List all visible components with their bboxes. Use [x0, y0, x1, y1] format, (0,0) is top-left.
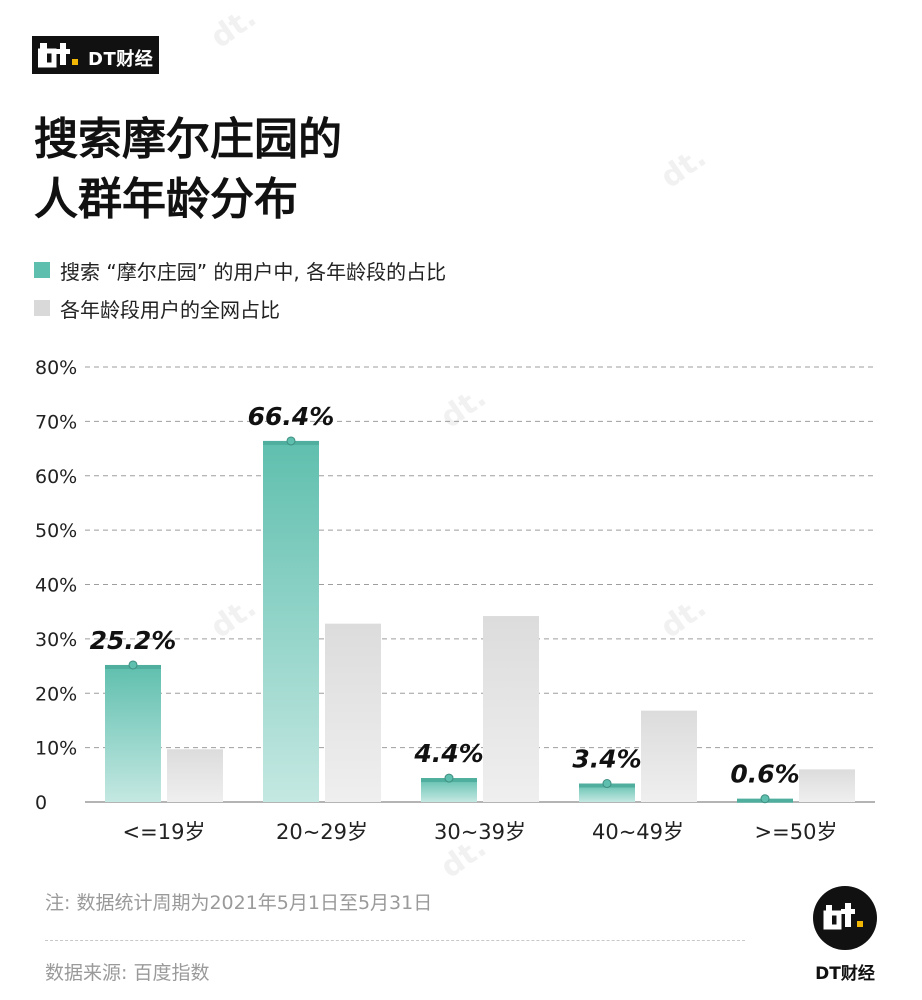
bottom-brand-name: DT财经 [815, 964, 875, 984]
footnote: 注: 数据统计周期为2021年5月1日至5月31日 [45, 892, 433, 914]
bar-search [263, 440, 319, 802]
watermark: dt. [654, 139, 713, 196]
brand-name: DT财经 [88, 49, 154, 70]
legend-item-search: 搜索 “摩尔庄园” 的用户中, 各年龄段的占比 [34, 252, 446, 288]
y-tick-label: 10% [35, 738, 77, 760]
bar-search-marker [128, 660, 138, 670]
y-tick-label: 80% [35, 357, 77, 379]
bar-overall [483, 616, 539, 802]
x-tick-label: <=19岁 [123, 820, 206, 844]
data-label: 25.2% [90, 626, 177, 655]
bar-search [421, 778, 477, 802]
legend-label-search: 搜索 “摩尔庄园” 的用户中, 各年龄段的占比 [60, 259, 447, 284]
bar-overall [167, 749, 223, 802]
data-label: 3.4% [572, 745, 641, 774]
y-tick-label: 50% [35, 520, 77, 542]
y-tick-label: 70% [35, 411, 77, 433]
bottom-brand-logo: DT财经 [810, 885, 880, 984]
bar-search-marker [760, 794, 770, 804]
bar-search [105, 664, 161, 802]
bar-overall [325, 623, 381, 802]
bar-search-marker [444, 773, 454, 783]
bar-overall [641, 710, 697, 802]
x-tick-label: >=50岁 [755, 820, 838, 844]
y-tick-label: 40% [35, 575, 77, 597]
x-tick-label: 30~39岁 [434, 820, 526, 844]
legend-swatch-gray [34, 300, 50, 316]
bar-overall [799, 769, 855, 802]
y-tick-label: 60% [35, 466, 77, 488]
legend: 搜索 “摩尔庄园” 的用户中, 各年龄段的占比 各年龄段用户的全网占比 [34, 252, 446, 328]
brand-badge: DT财经 [32, 36, 159, 74]
data-source: 数据来源: 百度指数 [45, 962, 210, 984]
title-line-2: 人群年龄分布 [34, 174, 298, 225]
watermark: dt. [204, 0, 263, 56]
y-tick-label: 20% [35, 683, 77, 705]
dt-logo-icon [38, 43, 78, 68]
footer-divider [45, 940, 745, 941]
dt-circle-logo-icon [813, 886, 877, 950]
data-label: 4.4% [413, 739, 483, 768]
bar-search [579, 783, 635, 802]
y-tick-label: 30% [35, 629, 77, 651]
bar-chart: 0 10% 20% 30% 40% 50% 60% 70% 80% 25.2% <=19岁 66.4%… [35, 357, 875, 844]
y-tick-label: 0 [35, 792, 47, 814]
bar-search-marker [602, 779, 612, 789]
legend-label-overall: 各年龄段用户的全网占比 [60, 297, 280, 322]
legend-swatch-teal [34, 262, 50, 278]
x-tick-label: 20~29岁 [276, 820, 368, 844]
x-tick-label: 40~49岁 [592, 820, 684, 844]
chart-title: 搜索摩尔庄园的 人群年龄分布 [34, 110, 342, 230]
data-label: 66.4% [248, 402, 335, 431]
title-line-1: 搜索摩尔庄园的 [34, 114, 342, 165]
data-label: 0.6% [730, 760, 799, 789]
bar-search-marker [286, 436, 296, 446]
legend-item-overall: 各年龄段用户的全网占比 [34, 290, 446, 326]
